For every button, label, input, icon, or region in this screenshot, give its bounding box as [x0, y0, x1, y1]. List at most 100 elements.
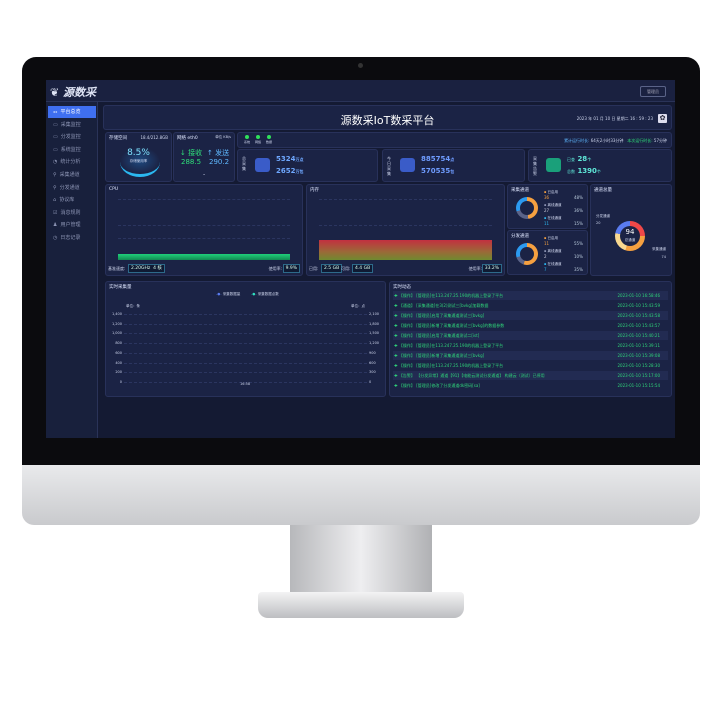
plus-icon: ✚ — [394, 293, 398, 298]
sidebar-item-label: 采集通道 — [59, 172, 80, 178]
channel-stat-label: 离线通道 — [547, 249, 562, 253]
sidebar-item[interactable]: ⚲ 采集通道 — [48, 169, 96, 181]
gridline — [124, 343, 367, 345]
channel-stat-label: 在线通道 — [547, 262, 562, 266]
channel-stat-count: 11 — [544, 241, 550, 246]
channel-stat-pct: 55% — [574, 241, 583, 246]
node-icon: ⚲ — [53, 184, 57, 191]
channel-stat-pct: 36% — [574, 208, 583, 213]
y-tick-right: 1,500 — [369, 331, 380, 336]
log-item[interactable]: ✚ 【操作】 [管理员]启用了采集通道测试二[ist] 2023-01-10 15… — [393, 331, 668, 340]
card-unit-1: 个 — [587, 157, 592, 162]
card-value-2: 2652 — [276, 167, 296, 175]
channel-total-label: 总通道 — [624, 238, 636, 242]
channel-stat: ▪ 离线通道 27 36% — [544, 203, 583, 213]
plus-icon: ✚ — [394, 373, 398, 378]
cpu-freq-label: 基准速度: — [108, 266, 126, 271]
mem-avail-label: 可用: — [341, 266, 351, 271]
sidebar-item[interactable]: ▭ 系统监控 — [48, 144, 96, 156]
card-v1-label: 已查 — [567, 157, 575, 162]
channel-total-value: 94 — [625, 228, 635, 236]
log-text: [采集通道]在3(2)测试三[bvkg]加载数据 — [416, 303, 489, 308]
channel-stat-count: 7 — [544, 267, 547, 272]
channel-donut — [516, 243, 538, 265]
channel-stat-pct: 48% — [574, 195, 583, 200]
y-tick-left: 400 — [115, 360, 122, 365]
gridline — [124, 352, 367, 354]
storage-gauge — [120, 147, 160, 177]
legend-item[interactable]: -●- 采集数据量 — [216, 292, 241, 296]
channel-stat-label: 在线通道 — [547, 216, 562, 220]
plus-icon: ✚ — [394, 333, 398, 338]
memory-panel: 内存 已用: 2.5 GB 可用: 4.4 GB 使用率: 33.2% — [306, 184, 505, 276]
channel-stat: ▪ 离线通道 2 10% — [544, 249, 583, 259]
log-tag: 【操作】 — [398, 363, 415, 368]
legend-item[interactable]: -●- 采集数据点数 — [251, 292, 279, 296]
sidebar-item[interactable]: ◔ 统计分析 — [48, 156, 96, 168]
card-icon — [255, 158, 270, 172]
settings-icon[interactable]: ✿ — [658, 114, 667, 123]
plus-icon: ✚ — [394, 313, 398, 318]
log-item[interactable]: ✚ 【操作】 [管理员]在113.247.25.190的机器上登录了平台 2023… — [393, 341, 668, 350]
top-bar — [46, 80, 675, 102]
send-label: ↑ 发送 — [207, 149, 230, 157]
log-item[interactable]: ✚ 【操作】 [管理员]启用了采集通道测试三[bvkg] 2023-01-10 1… — [393, 311, 668, 320]
node-icon: ⚲ — [53, 172, 57, 178]
log-item[interactable]: ✚ 【操作】 [管理员]在113.247.25.190的机器上登录了平台 2023… — [393, 361, 668, 370]
sidebar-item[interactable]: ⌂ 协议库 — [48, 194, 96, 206]
log-item[interactable]: ✚ 【操作】 [管理员]新增了采集通道测试三[bvkg]的数据参数 2023-01… — [393, 321, 668, 330]
sidebar-item[interactable]: ▭ 分发监控 — [48, 131, 96, 143]
y-tick-left: 1,400 — [111, 312, 122, 316]
cpu-panel: CPU 基准速度: 2.20GHz 4 核 使用率: 9.9% — [105, 184, 303, 276]
card-label: 今日采集 — [387, 156, 391, 176]
check-icon: ☑ — [53, 209, 58, 216]
channel-stat-count: 36 — [544, 195, 550, 200]
network-panel: 网络 eth0 单位 KB/s ↓ 接收 ↑ 发送 288.5 290.2 - — [173, 132, 235, 182]
y-tick-right: 2,100 — [369, 312, 380, 316]
storage-panel: 存储空间 18.4/212.8GB 8.5% 存储使用率 — [105, 132, 172, 182]
status-indicator: 网络 — [253, 135, 263, 144]
sidebar-item[interactable]: ⚲ 分发通道 — [48, 182, 96, 194]
sidebar-item[interactable]: ☑ 消息规则 — [48, 207, 96, 219]
status-strip: 系统 网络 数据 累计运行时长: 64天2小时33分钟 本次运行时长: 57分钟 — [237, 132, 672, 148]
log-item[interactable]: ✚ 【操作】 [管理员]修改了分发通道dk密码[sa] 2023-01-10 15… — [393, 381, 668, 390]
admin-button[interactable]: 管理员 — [640, 86, 666, 97]
title-bar: 源数采IoT数采平台 2023 年 01 月 10 日 星期二 16 : 59 … — [103, 105, 672, 130]
y-tick-left: 200 — [115, 370, 122, 375]
gridline — [124, 323, 367, 325]
channel-stat-pct: 35% — [574, 267, 583, 272]
gridline — [124, 372, 367, 374]
log-item[interactable]: ✚ 【告警】 【分发异常】通道【91】【电能云测试分发通道】 构建云（测试）已停… — [393, 371, 668, 380]
sidebar-item-label: 系统监控 — [60, 146, 81, 153]
users-icon: ♟ — [53, 222, 58, 229]
sidebar-item[interactable]: ♟ 用户管理 — [48, 219, 96, 231]
log-item[interactable]: ✚ 【通道】 [采集通道]在3(2)测试三[bvkg]加载数据 2023-01-1… — [393, 301, 668, 310]
sidebar-item-label: 分发监控 — [60, 134, 81, 141]
datetime: 2023 年 01 月 10 日 星期二 16 : 59 : 23 — [576, 116, 653, 121]
y-tick-right: 1,200 — [369, 341, 380, 346]
page-title: 源数采IoT数采平台 — [340, 114, 435, 127]
channel-stat: ▪ 在线通道 11 15% — [544, 216, 583, 226]
dist-total-label: 分发通道 — [596, 214, 610, 218]
realtime-chart-panel: 实时采集量 -●- 采集数据量 -●- 采集数据点数 单位：条 单位：点 1,4… — [105, 281, 386, 397]
log-time: 2023-01-10 15:39:08 — [617, 353, 660, 358]
log-tag: 【操作】 — [398, 383, 415, 388]
cpu-cores: 4 核 — [153, 266, 162, 271]
house-icon: ⌂ — [53, 197, 57, 204]
log-item[interactable]: ✚ 【操作】 [管理员]在113.247.25.190的机器上登录了平台 2023… — [393, 291, 668, 300]
sidebar-item[interactable]: ⚏ 平台总览 — [48, 106, 96, 118]
card-value-1: 5324 — [276, 155, 296, 163]
storage-percent: 8.5% — [127, 148, 150, 158]
status-label: 系统 — [243, 140, 250, 144]
cpu-freq: 2.20GHz — [131, 266, 151, 271]
y-tick-left: 600 — [115, 350, 122, 355]
recv-label: ↓ 接收 — [180, 149, 203, 157]
dist-total: 20 — [596, 221, 601, 225]
log-item[interactable]: ✚ 【操作】 [管理员]新增了采集通道测试三[bvkg] 2023-01-10 1… — [393, 351, 668, 360]
cpu-usage-area — [118, 254, 290, 260]
plus-icon: ✚ — [394, 383, 398, 388]
sidebar-item[interactable]: ◷ 日志记录 — [48, 232, 96, 244]
channel-donut — [516, 197, 538, 219]
log-time: 2023-01-10 15:28:30 — [617, 363, 660, 368]
sidebar-item[interactable]: ▭ 采集监控 — [48, 119, 96, 131]
